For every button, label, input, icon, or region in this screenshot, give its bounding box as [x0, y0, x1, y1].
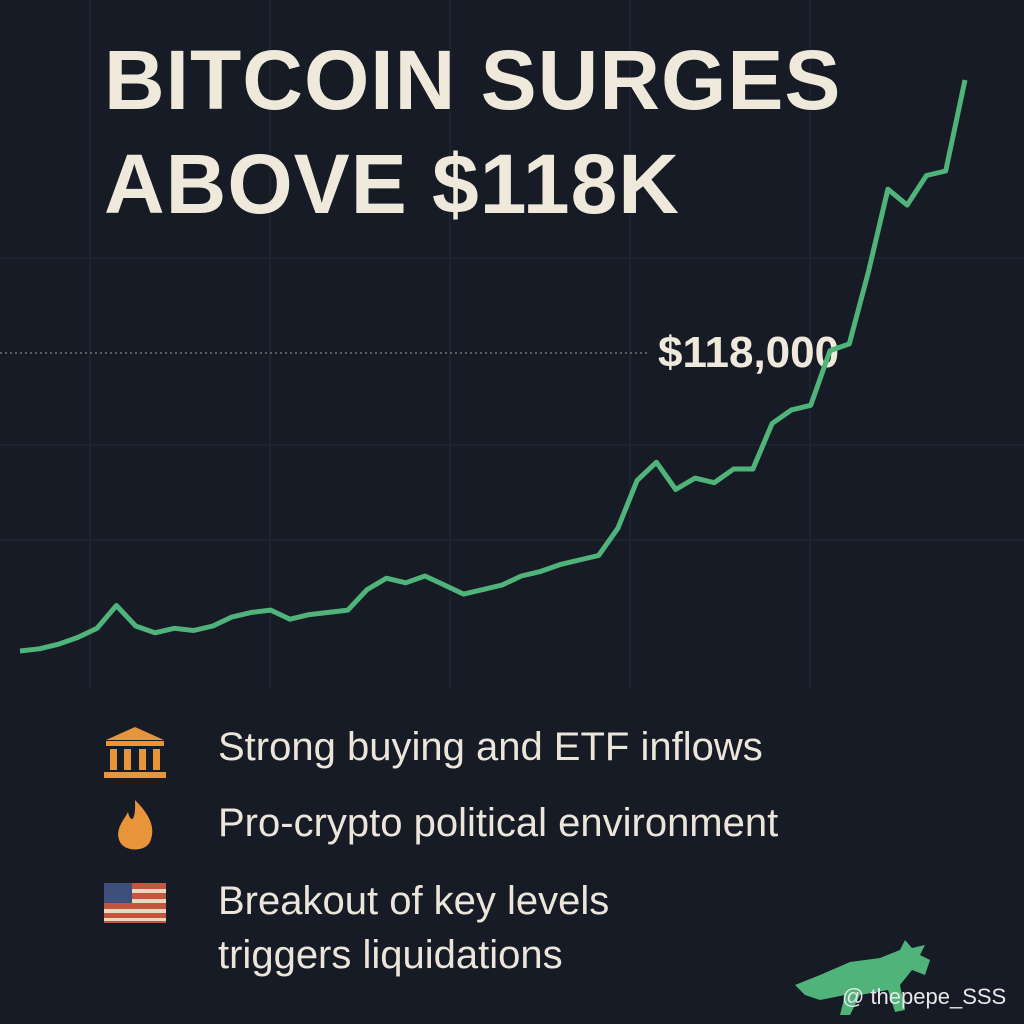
bull-icon — [795, 940, 930, 1015]
flame-icon — [118, 800, 153, 850]
price-line — [19, 79, 968, 654]
bullet-text: Pro-crypto political environment — [218, 801, 779, 845]
bank-icon — [104, 727, 166, 778]
bullet-text: Strong buying and ETF inflows — [218, 725, 763, 769]
grid — [0, 0, 1024, 690]
flag-icon — [104, 883, 166, 923]
title: BITCOIN SURGES ABOVE $118K — [104, 33, 842, 231]
watermark: @ thepepe_SSS — [842, 984, 1007, 1009]
bullet-text: Breakout of key levels triggers liquidat… — [218, 879, 610, 977]
annotation-label: $118,000 — [658, 328, 839, 377]
